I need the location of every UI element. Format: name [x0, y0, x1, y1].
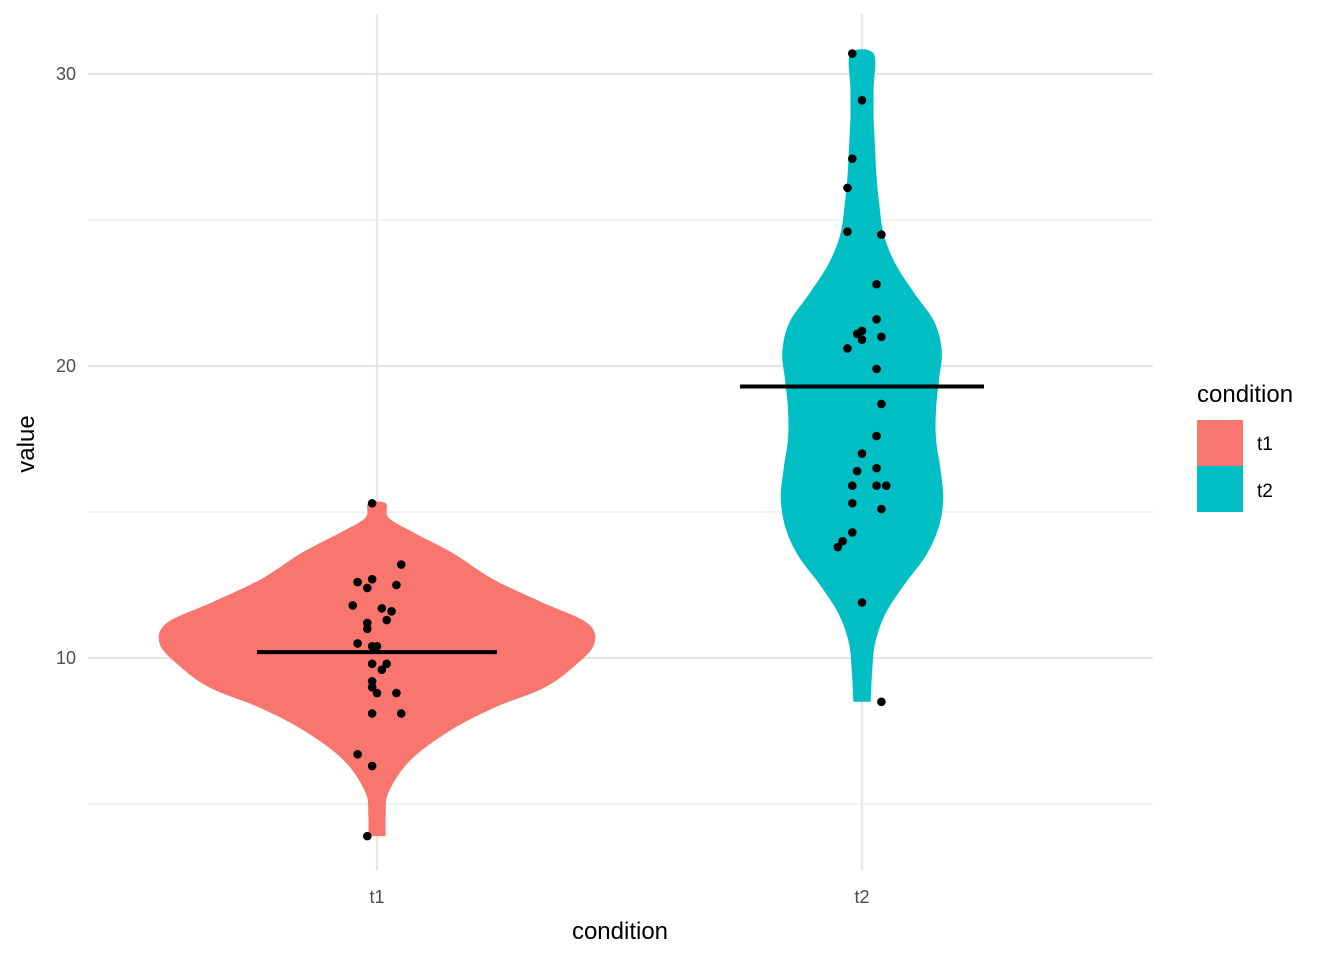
legend-title: condition: [1197, 381, 1293, 408]
data-point-t2: [877, 504, 886, 514]
points-layer: [348, 49, 891, 841]
data-point-t2: [848, 154, 857, 163]
data-point-t2: [872, 314, 881, 324]
legend-label-t1: t1: [1257, 434, 1273, 455]
data-point-t1: [367, 574, 377, 584]
data-point-t2: [857, 598, 867, 607]
data-point-t1: [377, 665, 387, 674]
legend-key-t1: [1197, 420, 1243, 466]
data-point-t2: [872, 481, 881, 491]
violin-t2: [780, 49, 944, 702]
data-point-t1: [348, 601, 358, 610]
data-point-t1: [363, 624, 372, 634]
data-point-t2: [872, 364, 881, 374]
data-point-t2: [857, 95, 867, 105]
x-axis-title: condition: [572, 918, 668, 945]
data-point-t2: [838, 536, 847, 546]
data-point-t2: [843, 227, 852, 236]
mean-lines-layer: [257, 384, 984, 655]
data-point-t1: [363, 831, 372, 841]
data-point-t2: [848, 481, 857, 491]
data-point-t1: [353, 639, 362, 648]
data-point-t1: [382, 615, 392, 625]
data-point-t2: [857, 335, 867, 345]
legend: condition t1 t2: [1197, 381, 1293, 512]
data-point-t1: [367, 659, 377, 669]
data-point-t1: [372, 688, 382, 698]
data-point-t2: [877, 230, 886, 239]
data-point-t2: [848, 498, 857, 508]
y-tick-label: 20: [56, 356, 76, 376]
legend-key-t2: [1197, 466, 1243, 512]
data-point-t1: [353, 577, 362, 587]
data-point-t1: [363, 583, 372, 593]
data-point-t1: [396, 709, 406, 718]
data-point-t1: [392, 688, 401, 698]
y-tick-label: 30: [56, 64, 76, 84]
data-point-t2: [877, 697, 886, 707]
data-point-t2: [833, 542, 843, 552]
data-point-t1: [387, 606, 396, 616]
data-point-t2: [843, 183, 852, 193]
major-gridlines: [88, 14, 1153, 870]
data-point-t1: [372, 642, 382, 651]
data-point-t2: [872, 279, 881, 289]
data-point-t2: [848, 528, 857, 537]
data-point-t2: [843, 344, 852, 353]
data-point-t1: [367, 498, 377, 508]
violin-t1: [158, 501, 596, 837]
x-tick-label-t2: t2: [854, 887, 869, 907]
data-point-t2: [857, 449, 867, 458]
x-axis-tick-labels: t1 t2: [369, 887, 869, 907]
data-point-t2: [872, 431, 881, 441]
y-tick-label: 10: [56, 648, 76, 668]
y-axis-tick-labels: 10 20 30: [56, 64, 76, 668]
data-point-t1: [367, 682, 377, 692]
data-point-t1: [367, 709, 377, 718]
legend-label-t2: t2: [1257, 481, 1273, 502]
data-point-t1: [367, 761, 377, 771]
data-point-t1: [382, 659, 392, 669]
data-point-t2: [881, 481, 891, 491]
data-point-t1: [353, 750, 362, 759]
data-point-t2: [872, 463, 881, 473]
violin-layer: [158, 49, 944, 837]
data-point-t1: [392, 580, 401, 590]
data-point-t2: [852, 329, 862, 339]
data-point-t2: [852, 466, 862, 476]
data-point-t1: [396, 560, 406, 569]
y-axis-title: value: [13, 415, 40, 472]
data-point-t2: [877, 332, 886, 342]
x-tick-label-t1: t1: [369, 887, 384, 907]
data-point-t2: [848, 49, 857, 58]
data-point-t2: [877, 399, 886, 409]
minor-gridlines: [88, 219, 1153, 805]
data-point-t1: [377, 604, 387, 613]
